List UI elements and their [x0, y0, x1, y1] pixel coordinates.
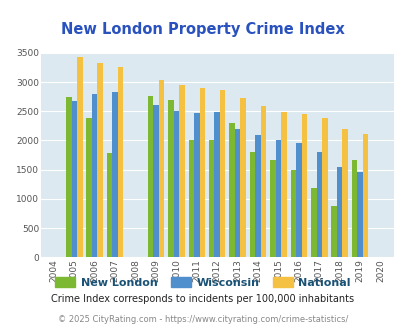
Bar — [179, 85, 184, 257]
Bar — [362, 134, 367, 257]
Bar — [107, 153, 112, 257]
Bar — [301, 114, 307, 257]
Bar — [112, 92, 117, 257]
Bar — [240, 98, 245, 257]
Bar — [351, 160, 356, 257]
Bar — [321, 118, 327, 257]
Bar — [209, 141, 214, 257]
Bar — [153, 105, 158, 257]
Bar — [147, 96, 153, 257]
Bar — [330, 206, 336, 257]
Bar — [220, 90, 225, 257]
Text: New London Property Crime Index: New London Property Crime Index — [61, 22, 344, 37]
Bar — [229, 123, 234, 257]
Bar — [199, 88, 205, 257]
Bar — [97, 63, 103, 257]
Bar — [66, 97, 71, 257]
Bar — [194, 113, 199, 257]
Bar — [255, 135, 260, 257]
Bar — [342, 129, 347, 257]
Legend: New London, Wisconsin, National: New London, Wisconsin, National — [51, 273, 354, 292]
Bar — [234, 129, 240, 257]
Bar — [281, 112, 286, 257]
Bar — [356, 172, 362, 257]
Bar — [290, 170, 295, 257]
Text: Crime Index corresponds to incidents per 100,000 inhabitants: Crime Index corresponds to incidents per… — [51, 294, 354, 304]
Bar — [214, 113, 220, 257]
Bar — [117, 67, 123, 257]
Bar — [173, 111, 179, 257]
Bar — [275, 141, 281, 257]
Bar — [336, 167, 342, 257]
Bar — [260, 106, 266, 257]
Bar — [270, 160, 275, 257]
Bar — [71, 101, 77, 257]
Text: © 2025 CityRating.com - https://www.cityrating.com/crime-statistics/: © 2025 CityRating.com - https://www.city… — [58, 315, 347, 324]
Bar — [249, 152, 255, 257]
Bar — [188, 141, 194, 257]
Bar — [92, 94, 97, 257]
Bar — [310, 188, 316, 257]
Bar — [295, 143, 301, 257]
Bar — [316, 152, 321, 257]
Bar — [158, 80, 164, 257]
Bar — [168, 100, 173, 257]
Bar — [77, 57, 82, 257]
Bar — [86, 118, 92, 257]
